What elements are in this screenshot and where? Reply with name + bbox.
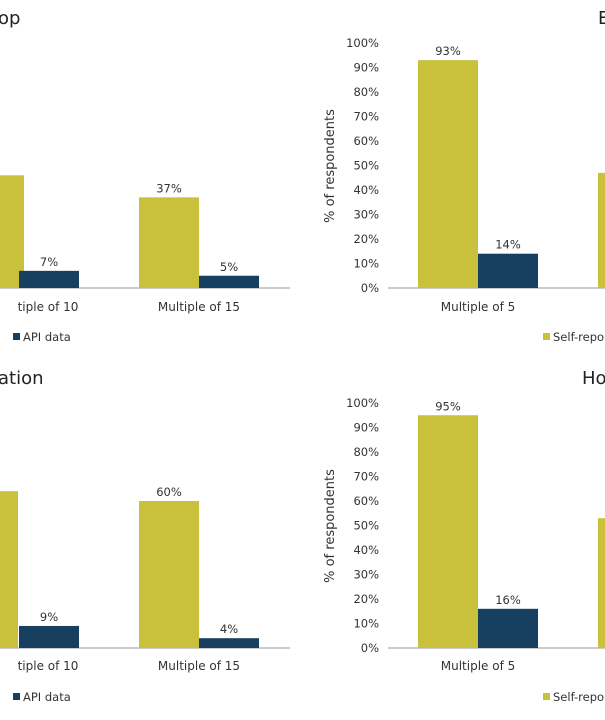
y-tick-label: 20% xyxy=(353,232,379,246)
y-tick-label: 70% xyxy=(353,110,379,124)
data-label: 95% xyxy=(435,399,461,413)
api-bar xyxy=(199,275,259,288)
self-reported-bar xyxy=(598,172,605,288)
y-tick-label: 10% xyxy=(353,257,379,271)
y-tick-label: 10% xyxy=(353,617,379,631)
legend-label: API data xyxy=(23,690,71,704)
api-bar xyxy=(19,625,79,648)
y-tick-label: 40% xyxy=(353,183,379,197)
bar-group xyxy=(418,415,605,648)
chart-title: op xyxy=(0,8,20,29)
y-ticks: 0% 10% 20% 30% 40% 50% 60% 70% 80% 90% 100% xyxy=(346,396,379,655)
y-axis-label: % of respondents xyxy=(323,109,338,223)
y-axis-label: % of respondents xyxy=(323,469,338,583)
y-tick-label: 20% xyxy=(353,592,379,606)
bottom-right-panel: Ho % of respondents 0% 10% 20% 30% 40% 50% 60%… xyxy=(323,368,605,704)
category-label: tiple of 10 xyxy=(18,659,79,673)
y-tick-label: 100% xyxy=(346,396,379,410)
y-tick-label: 80% xyxy=(353,445,379,459)
top-left-panel: op 37% 7% 5% tiple of 10 Multiple of 15 AP… xyxy=(0,8,290,344)
data-labels: 95% 16% xyxy=(435,399,521,607)
api-bar xyxy=(478,608,538,648)
y-tick-label: 80% xyxy=(353,85,379,99)
legend-label: Self-repo xyxy=(553,690,604,704)
y-tick-label: 30% xyxy=(353,568,379,582)
bottom-left-panel: ation 60% 9% 4% tiple of 10 Multiple of 15… xyxy=(0,368,290,704)
y-tick-label: 100% xyxy=(346,36,379,50)
y-tick-label: 70% xyxy=(353,470,379,484)
category-label: Multiple of 15 xyxy=(158,659,240,673)
data-label: 5% xyxy=(220,260,238,274)
legend-label: Self-repo xyxy=(553,330,604,344)
bar-group xyxy=(0,491,259,648)
chart-title: Ho xyxy=(582,368,605,389)
data-label: 93% xyxy=(435,44,461,58)
y-tick-label: 0% xyxy=(361,281,379,295)
legend-swatch xyxy=(543,693,550,700)
self-reported-bar xyxy=(0,491,18,648)
y-tick-label: 50% xyxy=(353,519,379,533)
y-tick-label: 40% xyxy=(353,543,379,557)
top-right-panel: E % of respondents 0% 10% 20% 30% 40% 50% 60% 7… xyxy=(323,8,605,344)
self-reported-bar xyxy=(139,197,199,288)
bar-group xyxy=(0,175,259,288)
self-reported-bar xyxy=(418,415,478,648)
category-label: tiple of 10 xyxy=(18,300,79,314)
data-label: 16% xyxy=(495,593,521,607)
api-bar xyxy=(478,253,538,288)
category-label: Multiple of 5 xyxy=(441,300,516,314)
y-tick-label: 50% xyxy=(353,159,379,173)
data-labels: 93% 14% xyxy=(435,44,521,252)
self-reported-bar xyxy=(418,60,478,289)
category-label: Multiple of 5 xyxy=(441,659,516,673)
y-tick-label: 60% xyxy=(353,134,379,148)
data-label: 7% xyxy=(40,255,58,269)
data-label: 60% xyxy=(156,485,182,499)
legend-swatch xyxy=(13,693,20,700)
y-tick-label: 60% xyxy=(353,494,379,508)
chart-title: E xyxy=(598,8,605,29)
y-tick-label: 90% xyxy=(353,421,379,435)
api-bar xyxy=(19,270,79,288)
self-reported-bar xyxy=(0,175,24,288)
data-label: 4% xyxy=(220,622,238,636)
legend-label: API data xyxy=(23,330,71,344)
data-label: 37% xyxy=(156,181,182,195)
bar-group xyxy=(418,60,605,289)
y-ticks: 0% 10% 20% 30% 40% 50% 60% 70% 80% 90% 100% xyxy=(346,36,379,295)
self-reported-bar xyxy=(139,501,199,648)
y-tick-label: 0% xyxy=(361,641,379,655)
y-tick-label: 30% xyxy=(353,208,379,222)
data-label: 14% xyxy=(495,238,521,252)
data-labels: 37% 7% 5% xyxy=(40,181,238,273)
data-label: 9% xyxy=(40,610,58,624)
y-tick-label: 90% xyxy=(353,61,379,75)
chart-title: ation xyxy=(0,368,44,389)
legend-swatch xyxy=(13,333,20,340)
api-bar xyxy=(199,638,259,648)
self-reported-bar xyxy=(598,518,605,648)
legend-swatch xyxy=(543,333,550,340)
category-label: Multiple of 15 xyxy=(158,300,240,314)
data-labels: 60% 9% 4% xyxy=(40,485,238,636)
